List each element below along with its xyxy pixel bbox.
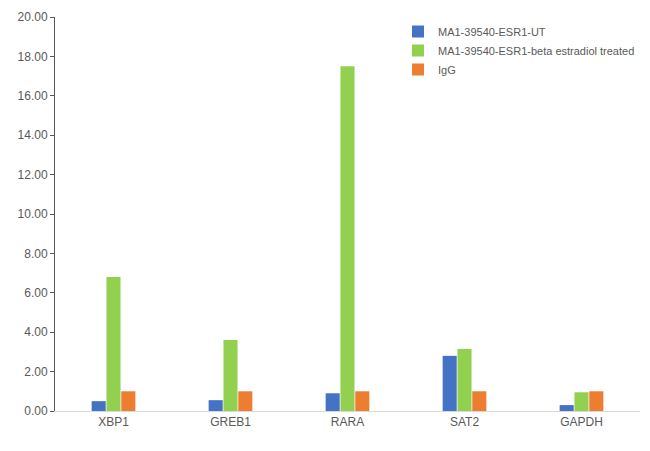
svg-text:XBP1: XBP1 [98,415,129,429]
svg-text:16.00: 16.00 [18,89,48,103]
svg-text:18.00: 18.00 [18,50,48,64]
svg-text:GAPDH: GAPDH [560,415,603,429]
svg-text:14.00: 14.00 [18,128,48,142]
svg-text:0.00: 0.00 [24,404,48,418]
svg-text:6.00: 6.00 [24,286,48,300]
svg-text:2.00: 2.00 [24,365,48,379]
svg-text:20.00: 20.00 [18,10,48,24]
svg-text:GREB1: GREB1 [210,415,251,429]
svg-text:IgG: IgG [438,64,456,76]
svg-text:10.00: 10.00 [18,207,48,221]
svg-text:4.00: 4.00 [24,325,48,339]
svg-text:12.00: 12.00 [18,168,48,182]
svg-text:RARA: RARA [331,415,364,429]
svg-text:8.00: 8.00 [24,247,48,261]
svg-text:SAT2: SAT2 [450,415,479,429]
svg-text:MA1-39540-ESR1-UT: MA1-39540-ESR1-UT [438,26,546,38]
svg-text:MA1-39540-ESR1-beta estradiol: MA1-39540-ESR1-beta estradiol treated [438,45,634,57]
